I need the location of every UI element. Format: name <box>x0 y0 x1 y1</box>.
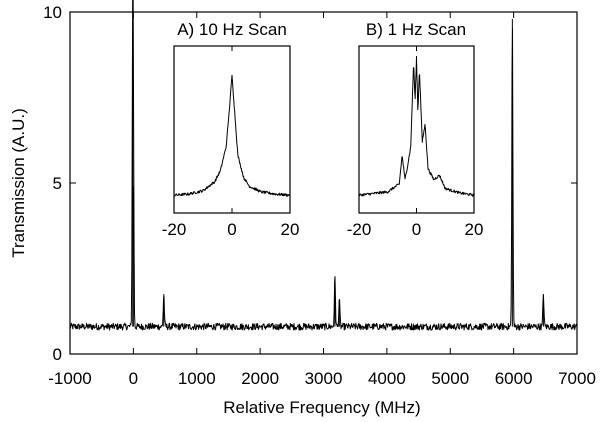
x-tick-label: 2000 <box>241 369 279 388</box>
y-axis-label: Transmission (A.U.) <box>9 108 28 258</box>
x-tick-label: -1000 <box>48 369 91 388</box>
x-tick-label: 7000 <box>558 369 596 388</box>
inset-b: -20 0 20 <box>347 45 484 239</box>
inset-a-frame <box>173 45 291 214</box>
y-tick-label: 10 <box>43 3 62 22</box>
x-tick-label: 4000 <box>368 369 406 388</box>
inset-a-line <box>173 74 291 197</box>
x-tick-label: 3000 <box>305 369 343 388</box>
inset-b-tick-label: -20 <box>347 220 372 239</box>
spectrum-line <box>69 0 578 331</box>
inset-a-tick-label: 20 <box>281 220 300 239</box>
y-tick-label: 5 <box>53 174 62 193</box>
inset-b-title: B) 1 Hz Scan <box>366 20 466 39</box>
inset-b-tick-label: 20 <box>465 220 484 239</box>
inset-b-tick-label: 0 <box>412 220 421 239</box>
inset-b-line <box>358 55 475 197</box>
main-trace <box>69 0 578 331</box>
inset-a: -20 0 20 <box>162 45 300 239</box>
y-tick-label: 0 <box>53 345 62 364</box>
inset-a-tick-label: -20 <box>162 220 187 239</box>
main-plot-frame <box>69 11 578 355</box>
x-tick-label: 0 <box>129 369 138 388</box>
x-tick-label: 1000 <box>178 369 216 388</box>
x-tick-label: 5000 <box>431 369 469 388</box>
x-axis-label: Relative Frequency (MHz) <box>223 398 420 417</box>
inset-a-tick-label: 0 <box>227 220 236 239</box>
inset-a-title: A) 10 Hz Scan <box>177 20 287 39</box>
x-tick-label: 6000 <box>495 369 533 388</box>
